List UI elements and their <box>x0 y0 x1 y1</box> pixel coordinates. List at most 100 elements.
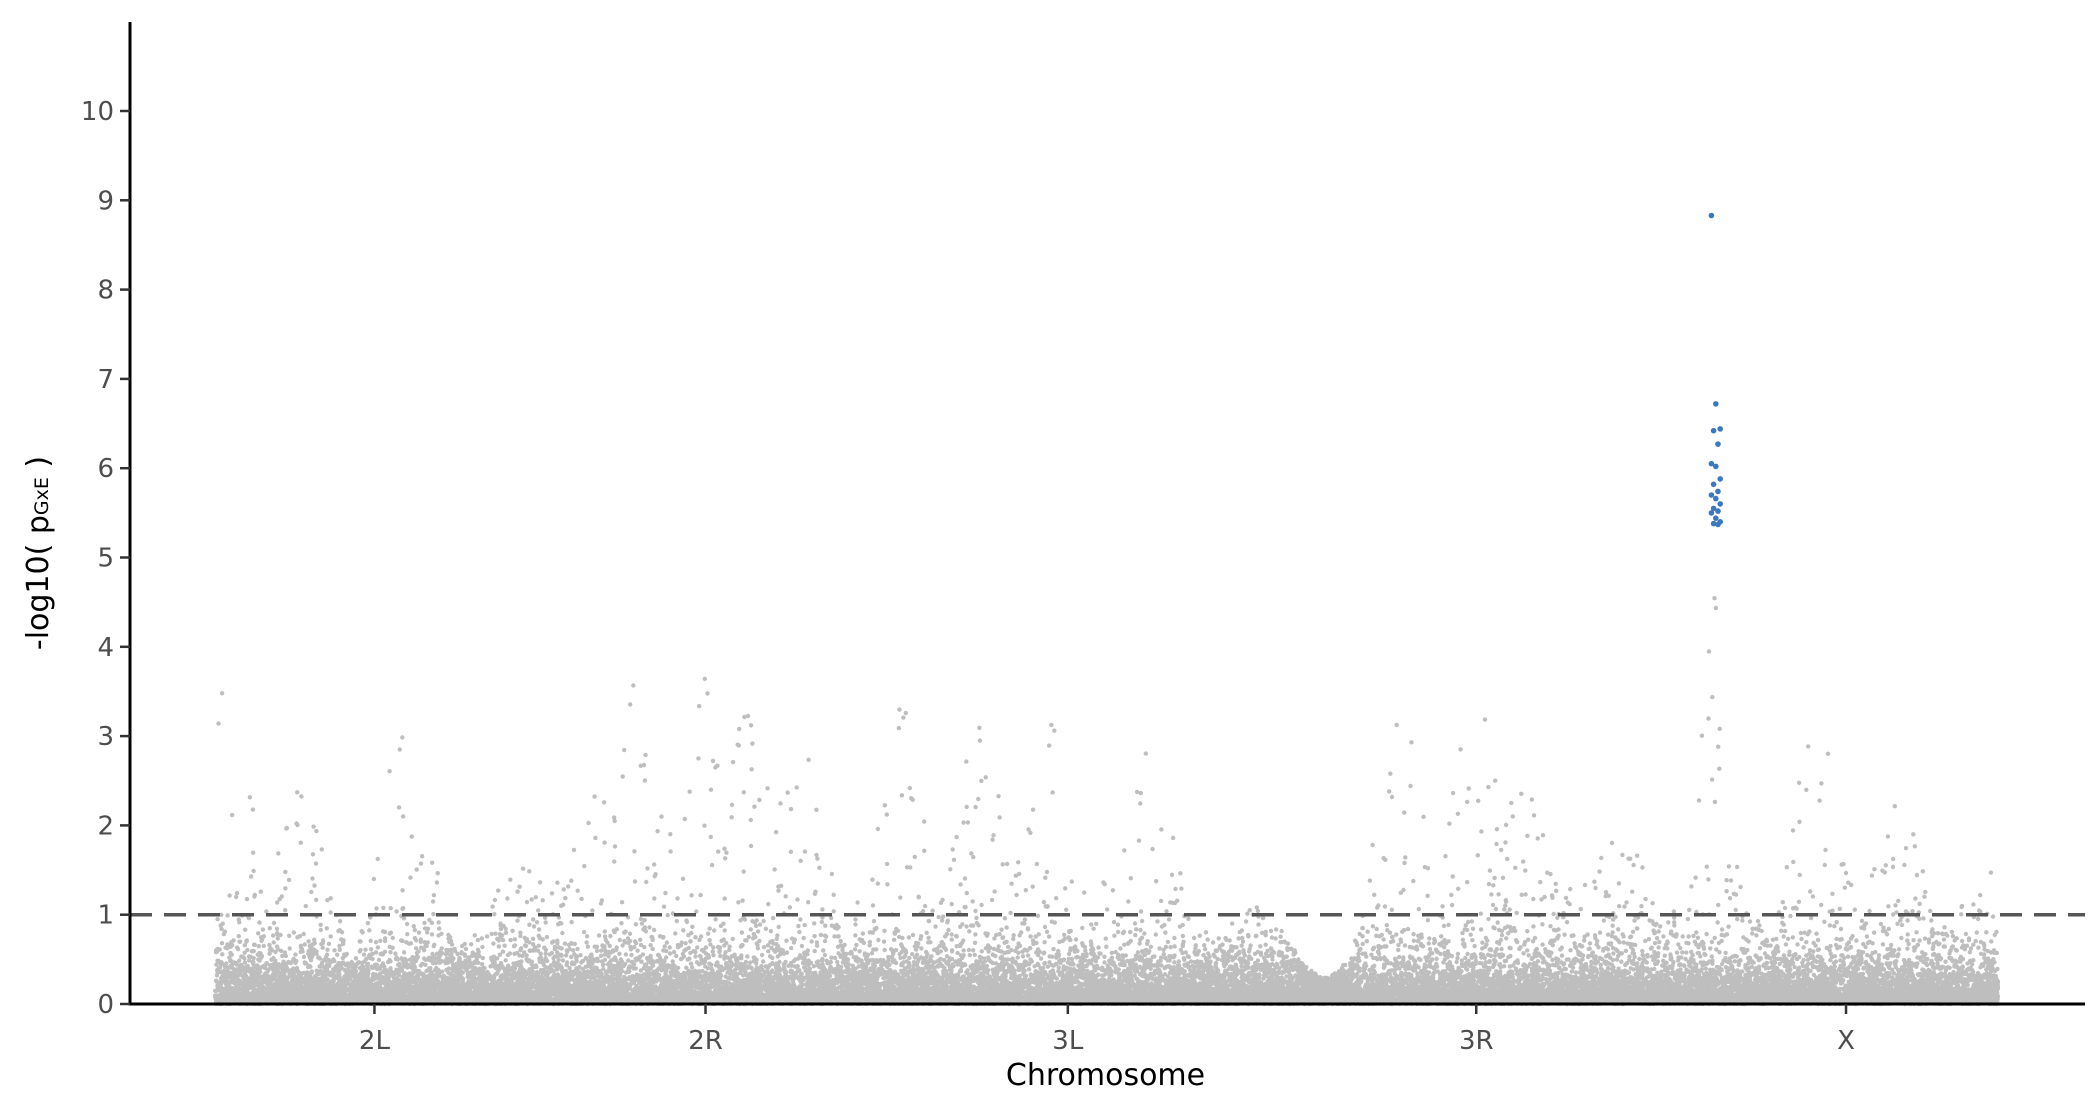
snp-point <box>1278 934 1283 939</box>
snp-point <box>689 965 695 970</box>
snp-point <box>1514 910 1519 916</box>
snp-point <box>655 829 660 834</box>
snp-point <box>1982 947 1987 952</box>
snp-point <box>396 805 402 810</box>
snp-point <box>707 938 712 943</box>
snp-point <box>783 894 788 899</box>
snp-point <box>1535 959 1541 964</box>
snp-point <box>1898 918 1903 923</box>
snp-points <box>212 596 2001 1007</box>
snp-point <box>788 849 794 854</box>
snp-point <box>1161 952 1167 957</box>
snp-point <box>881 939 887 944</box>
snp-point <box>1496 892 1501 897</box>
snp-point <box>435 871 440 876</box>
snp-point <box>1949 929 1955 935</box>
snp-point <box>297 933 303 939</box>
snp-point <box>835 963 841 968</box>
snp-point <box>1491 883 1496 888</box>
snp-point <box>708 787 714 792</box>
snp-point <box>544 934 550 940</box>
snp-point <box>1513 865 1518 870</box>
snp-point <box>974 920 979 926</box>
snp-point <box>623 952 629 957</box>
snp-point <box>1006 944 1011 950</box>
snp-point <box>1592 933 1598 938</box>
snp-point <box>310 852 316 857</box>
snp-point <box>1447 821 1452 826</box>
snp-point <box>1434 956 1439 961</box>
snp-point <box>1202 943 1207 948</box>
snp-point <box>374 906 379 911</box>
snp-point <box>1640 865 1645 870</box>
snp-point <box>1531 924 1536 929</box>
snp-point <box>698 892 703 898</box>
snp-point <box>274 926 280 931</box>
snp-point <box>1063 886 1068 891</box>
snp-point <box>246 958 252 963</box>
snp-point <box>1842 885 1848 890</box>
snp-point <box>1034 861 1040 867</box>
snp-point <box>1263 942 1268 947</box>
snp-point <box>1258 944 1263 949</box>
snp-point <box>710 758 716 764</box>
snp-point <box>1796 780 1802 785</box>
snp-point <box>1896 898 1901 904</box>
snp-point <box>1852 907 1858 912</box>
snp-point <box>488 964 493 969</box>
snp-point <box>1942 925 1947 930</box>
snp-point <box>991 833 996 838</box>
snp-point <box>244 896 250 902</box>
snp-point <box>1617 904 1622 909</box>
snp-point <box>1881 925 1886 930</box>
snp-point <box>276 851 281 856</box>
snp-point <box>1405 926 1411 932</box>
snp-point <box>242 943 247 948</box>
snp-point <box>1030 807 1036 812</box>
snp-point <box>853 917 858 922</box>
snp-point <box>309 889 314 895</box>
snp-point <box>493 931 498 936</box>
snp-point <box>602 840 607 845</box>
snp-point <box>741 869 746 874</box>
snp-point <box>1593 885 1598 891</box>
snp-point <box>606 954 611 959</box>
snp-point <box>522 950 527 955</box>
snp-point <box>1360 951 1365 956</box>
snp-point <box>992 889 997 894</box>
snp-point <box>632 849 637 854</box>
snp-point <box>318 922 323 927</box>
snp-point <box>1042 950 1047 955</box>
snp-point <box>1000 935 1005 940</box>
snp-point <box>1122 848 1127 853</box>
snp-point <box>814 807 819 812</box>
snp-point <box>745 954 750 959</box>
snp-point <box>941 914 946 919</box>
snp-point <box>1168 945 1173 950</box>
snp-point <box>958 882 963 887</box>
snp-point <box>1049 722 1054 728</box>
snp-point <box>303 903 308 909</box>
snp-point <box>1240 939 1246 944</box>
snp-point <box>1150 954 1156 960</box>
snp-point <box>1394 722 1399 728</box>
snp-point <box>1709 954 1715 959</box>
snp-point <box>1795 942 1800 947</box>
snp-point <box>376 957 382 963</box>
snp-point <box>512 937 517 942</box>
snp-point <box>778 801 783 806</box>
snp-point <box>273 949 278 955</box>
snp-point <box>665 913 670 918</box>
snp-point <box>1913 896 1918 901</box>
snp-point <box>973 932 978 937</box>
snp-point <box>469 942 474 947</box>
snp-point <box>1046 934 1052 939</box>
snp-point <box>1159 827 1164 832</box>
snp-point <box>939 918 945 923</box>
snp-point <box>1790 935 1796 940</box>
snp-point <box>1539 897 1544 902</box>
snp-point <box>430 899 436 904</box>
snp-point <box>730 759 736 765</box>
snp-point <box>1064 907 1069 912</box>
snp-point <box>683 941 688 946</box>
